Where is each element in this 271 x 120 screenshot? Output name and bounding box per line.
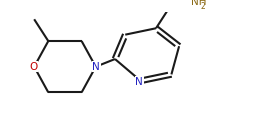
Text: NH: NH — [191, 0, 207, 7]
Text: 2: 2 — [201, 2, 206, 11]
Text: N: N — [136, 77, 143, 87]
Text: N: N — [92, 62, 100, 72]
Text: O: O — [30, 62, 38, 72]
